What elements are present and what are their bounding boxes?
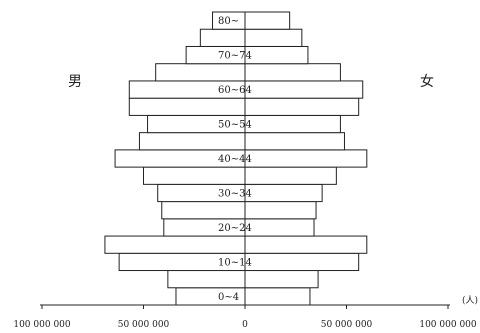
female-bar-35~39 (244, 166, 337, 185)
x-tick-label-4: 100 000 000 (419, 320, 477, 330)
female-bar-5~9 (244, 270, 319, 289)
age-labels-group: 0~4 10~14 20~24 30~34 40~44 50~54 60~64 70~74 80… (218, 16, 252, 303)
unit-label: (人) (462, 295, 478, 306)
female-bar-65~69 (244, 63, 341, 82)
age-label-60~64: 60~64 (218, 85, 252, 96)
age-label-0~4: 0~4 (218, 292, 239, 303)
male-bar-25~29 (161, 201, 246, 220)
age-label-20~24: 20~24 (218, 223, 252, 234)
male-bar-55~59 (128, 97, 246, 116)
male-bar-75~79 (199, 28, 246, 47)
age-label-70~74: 70~74 (218, 51, 252, 62)
female-bar-30~34 (244, 183, 323, 203)
male-bar-45~49 (138, 132, 246, 151)
bars-group (104, 11, 368, 306)
male-bar-15~19 (104, 235, 246, 254)
female-bar-20~24 (244, 218, 315, 237)
x-tick-label-3: 50 000 000 (321, 320, 373, 330)
male-bar-65~69 (155, 63, 246, 82)
female-bar-40~44 (244, 149, 368, 168)
male-bar-5~9 (167, 270, 246, 289)
female-bar-70~74 (244, 45, 309, 65)
female-bar-45~49 (244, 132, 345, 151)
female-bar-55~59 (244, 97, 360, 116)
age-label-80~: 80~ (218, 16, 239, 27)
age-label-10~14: 10~14 (218, 257, 252, 268)
male-side-label: 男 (68, 74, 82, 90)
female-bar-80~ (244, 11, 291, 30)
male-bar-35~39 (143, 166, 246, 185)
x-tick-label-1: 50 000 000 (118, 320, 170, 330)
female-bar-10~14 (244, 252, 360, 272)
female-bar-50~54 (244, 114, 341, 134)
age-label-30~34: 30~34 (218, 188, 252, 199)
age-label-50~54: 50~54 (218, 120, 252, 131)
female-bar-60~64 (244, 80, 364, 99)
female-bar-75~79 (244, 28, 303, 47)
x-tick-label-0: 100 000 000 (13, 320, 71, 330)
female-bar-15~19 (244, 235, 368, 254)
x-ticks-group: 100 000 000 50 000 000 0 50 000 000 100 000 … (13, 305, 477, 330)
female-bar-0~4 (244, 287, 311, 306)
female-bar-25~29 (244, 201, 317, 220)
age-label-40~44: 40~44 (218, 154, 252, 165)
x-tick-label-2: 0 (242, 320, 248, 330)
female-side-label: 女 (420, 73, 434, 90)
